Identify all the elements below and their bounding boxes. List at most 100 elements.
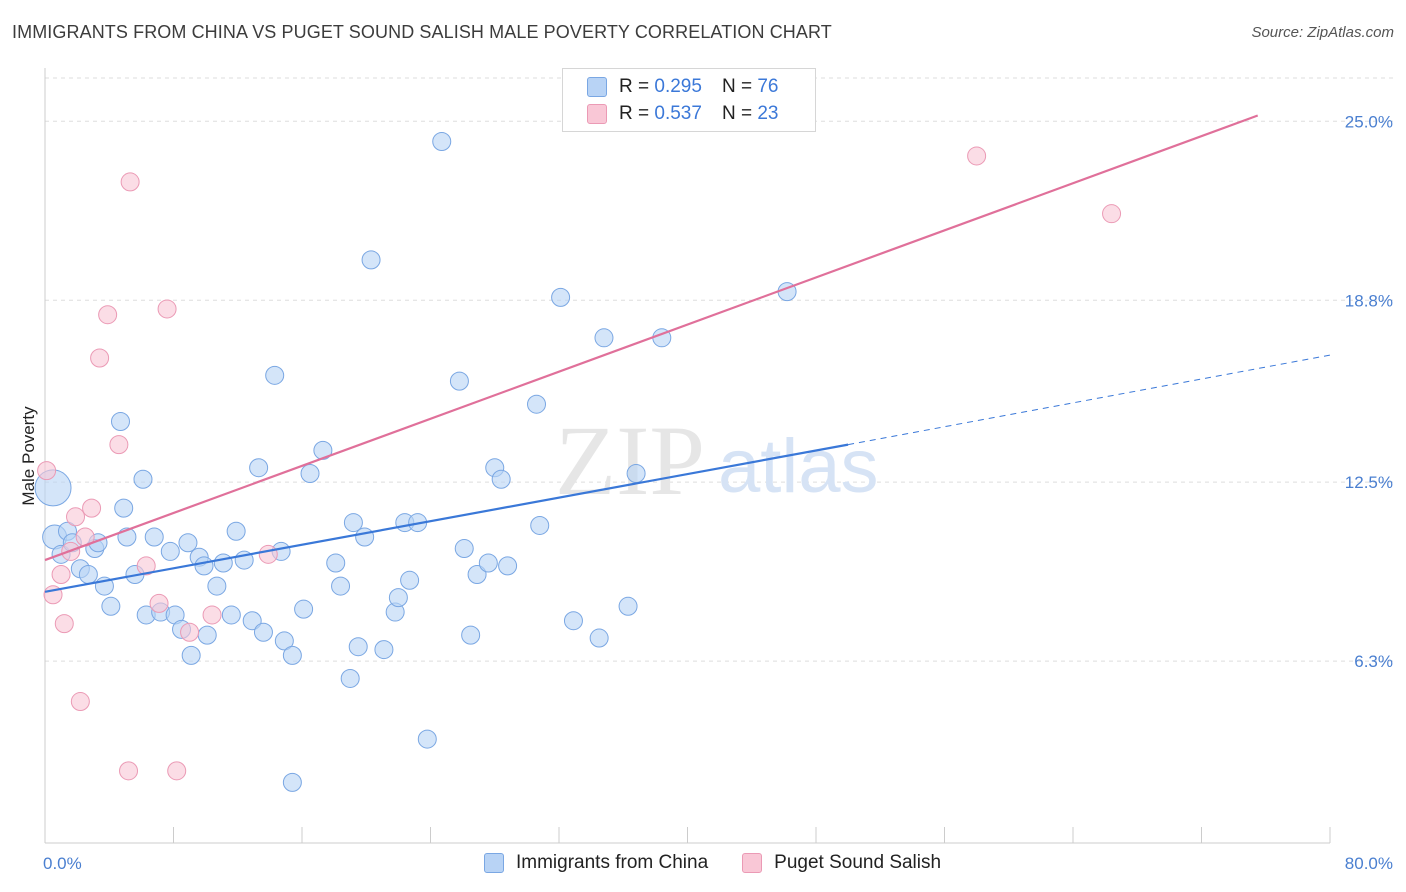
y-tick-label: 6.3% — [1354, 652, 1393, 671]
watermark-zip: ZIP — [555, 405, 705, 516]
point-china — [551, 287, 571, 307]
point-salish — [54, 614, 74, 634]
point-china — [498, 556, 518, 576]
point-china — [294, 599, 314, 619]
point-salish — [120, 172, 140, 192]
point-china — [282, 772, 302, 792]
point-china — [265, 365, 285, 385]
point-china — [300, 463, 320, 483]
point-salish — [51, 565, 71, 585]
point-salish — [258, 544, 278, 564]
point-china — [626, 463, 646, 483]
x-tick-label: 0.0% — [43, 854, 82, 873]
point-china — [101, 596, 121, 616]
legend-r-value: 0.537 — [654, 103, 702, 124]
point-china — [527, 394, 547, 414]
watermark-atlas: atlas — [718, 424, 879, 509]
point-china — [589, 628, 609, 648]
point-china — [226, 521, 246, 541]
tick-labels: 6.3% 12.5% 18.8% 25.0% 0.0% 80.0% — [43, 112, 1393, 873]
point-china — [461, 625, 481, 645]
series-legend: Immigrants from China Puget Sound Salish — [484, 852, 975, 874]
point-china — [194, 556, 214, 576]
pink-swatch — [587, 104, 607, 124]
trend-lines — [44, 114, 1331, 593]
point-salish — [202, 605, 222, 625]
point-china — [197, 625, 217, 645]
x-tick-label: 80.0% — [1345, 854, 1393, 873]
point-china — [207, 576, 227, 596]
legend-n-value: 23 — [757, 103, 779, 124]
pink-swatch — [742, 853, 763, 873]
chart-title: IMMIGRANTS FROM CHINA VS PUGET SOUND SAL… — [12, 22, 832, 42]
point-china — [274, 631, 294, 651]
point-china — [530, 515, 550, 535]
blue-swatch — [587, 77, 607, 97]
point-china — [388, 588, 408, 608]
point-china — [178, 533, 198, 553]
point-china — [242, 611, 262, 631]
legend-r-value: 0.295 — [654, 76, 702, 97]
legend-r-label: R = — [619, 76, 650, 97]
point-china — [249, 458, 269, 478]
trendline-china — [44, 443, 849, 593]
point-china — [340, 668, 360, 688]
point-salish — [37, 461, 57, 481]
point-salish — [98, 305, 118, 325]
point-china — [417, 729, 437, 749]
point-china — [449, 371, 469, 391]
correlation-legend: R = 0.295 N = 76 R = 0.537 N = 23 — [562, 68, 816, 132]
point-salish — [157, 299, 177, 319]
point-china — [432, 132, 452, 152]
legend-row-salish: R = 0.537 N = 23 — [587, 101, 778, 127]
point-china — [478, 553, 498, 573]
point-china — [594, 328, 614, 348]
point-china — [144, 527, 164, 547]
point-china — [400, 570, 420, 590]
point-china — [454, 539, 474, 559]
point-china — [331, 576, 351, 596]
point-china — [160, 541, 180, 561]
point-salish — [90, 348, 110, 368]
legend-item-china: Immigrants from China — [484, 852, 708, 874]
point-china — [114, 498, 134, 518]
point-salish — [136, 556, 156, 576]
axes — [44, 68, 1331, 844]
point-china — [491, 469, 511, 489]
point-china — [282, 645, 302, 665]
legend-item-label: Puget Sound Salish — [774, 852, 942, 873]
point-china — [181, 645, 201, 665]
point-salish — [119, 761, 139, 781]
point-salish — [180, 622, 200, 642]
trendline-china-extension — [848, 354, 1331, 446]
point-salish — [82, 498, 102, 518]
point-china — [618, 596, 638, 616]
grid-lines — [45, 77, 1395, 662]
legend-item-salish: Puget Sound Salish — [742, 852, 941, 874]
trendline-salish — [44, 114, 1259, 562]
y-axis-label: Male Poverty — [19, 406, 38, 506]
point-china — [343, 513, 363, 533]
y-tick-label: 25.0% — [1345, 112, 1393, 131]
source-label: Source: ZipAtlas.com — [1251, 24, 1394, 41]
point-china — [467, 565, 487, 585]
point-china — [110, 412, 130, 432]
legend-n-label: N = — [721, 103, 753, 124]
y-tick-label: 18.8% — [1345, 291, 1393, 310]
point-china — [78, 565, 98, 585]
point-salish — [70, 692, 90, 712]
point-china — [348, 637, 368, 657]
point-china — [361, 250, 381, 270]
point-salish — [66, 507, 86, 527]
point-china — [221, 605, 241, 625]
point-salish — [149, 593, 169, 613]
point-china — [213, 553, 233, 573]
data-points — [34, 132, 1122, 792]
legend-item-label: Immigrants from China — [516, 852, 709, 873]
point-salish — [967, 146, 987, 166]
point-china — [133, 469, 153, 489]
legend-r-label: R = — [619, 103, 650, 124]
blue-swatch — [484, 853, 504, 873]
point-salish — [167, 761, 187, 781]
